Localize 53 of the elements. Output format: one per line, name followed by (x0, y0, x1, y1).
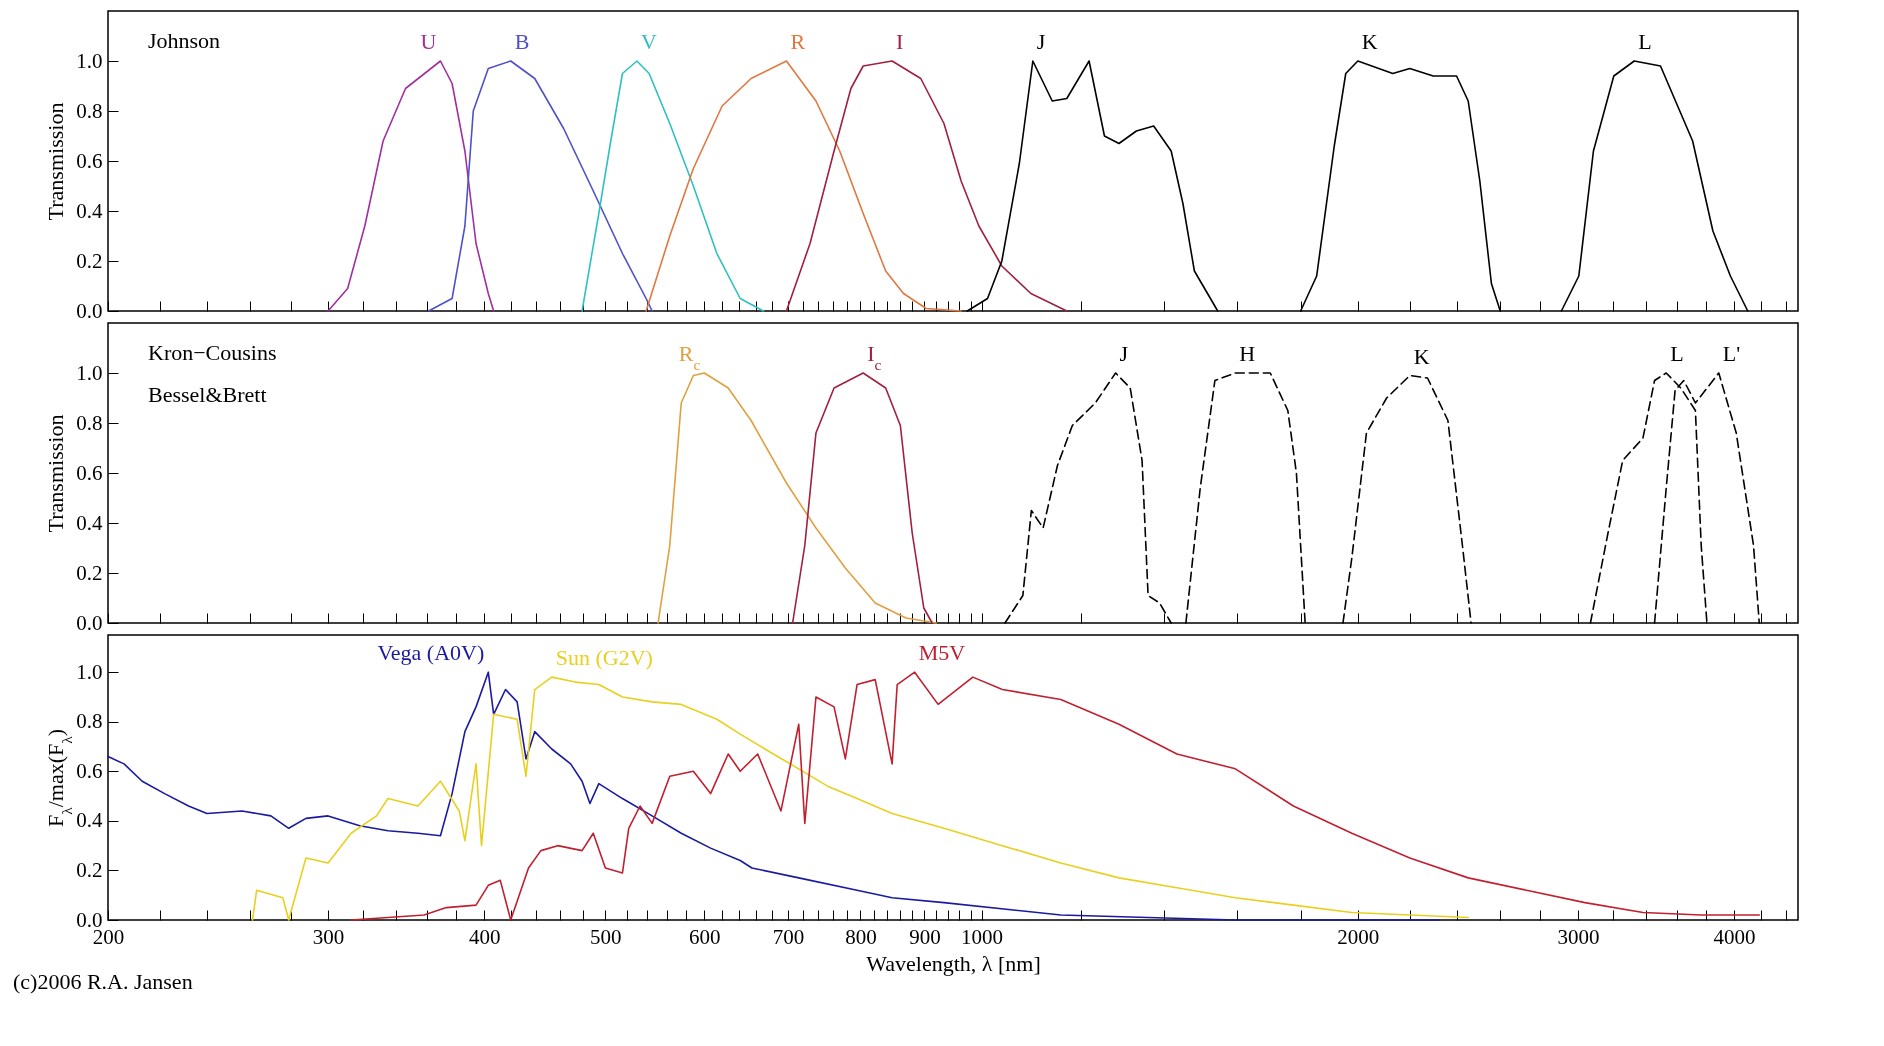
x-tick-label: 3000 (1557, 924, 1600, 949)
x-tick-label: 800 (845, 924, 877, 949)
series-label: R$_{c}$ (678, 341, 701, 373)
series-label: Vega (A0V) (377, 640, 485, 666)
text: (c)2006 R.A. Jansen (13, 969, 193, 994)
annotation: Johnson (148, 28, 221, 53)
x-tick-label: 700 (772, 924, 805, 949)
y-tick-label: 1.0 (76, 360, 103, 385)
y-axis-title: Transmission (43, 102, 69, 221)
y-tick-label: 0.0 (76, 298, 103, 323)
y-tick-label: 0.6 (76, 148, 103, 173)
series-label: I$_{c}$ (867, 341, 882, 373)
y-tick-label: 1.0 (76, 659, 103, 684)
y-tick-label: 0.0 (76, 610, 103, 635)
y-axis-title: Transmission (43, 414, 69, 533)
series-label: R (790, 29, 806, 54)
y-tick-label: 0.2 (76, 857, 103, 882)
series-label: J (1036, 29, 1046, 54)
y-tick-label: 0.4 (76, 808, 103, 833)
annotation: Kron−Cousins (148, 340, 277, 365)
series-label: K (1361, 29, 1378, 54)
y-tick-label: 0.8 (76, 410, 103, 435)
series-label: L' (1722, 341, 1741, 366)
y-tick-label: 0.2 (76, 560, 103, 585)
series-label: L (1638, 29, 1652, 54)
series-label: V (640, 29, 657, 54)
x-tick-label: 600 (689, 924, 721, 949)
y-tick-label: 0.4 (76, 198, 103, 223)
series-label: M5V (918, 640, 966, 666)
x-tick-label: 500 (590, 924, 622, 949)
series-label: J (1119, 341, 1129, 366)
y-tick-label: 0.2 (76, 248, 103, 273)
x-tick-label: 400 (468, 924, 501, 949)
series-label: L (1670, 341, 1684, 366)
series-label: B (514, 29, 530, 54)
annotation: Bessel&Brett (148, 382, 267, 407)
y-tick-label: 0.6 (76, 758, 103, 783)
y-tick-label: 0.8 (76, 709, 103, 734)
x-tick-label: 900 (909, 924, 941, 949)
y-tick-label: 1.0 (76, 48, 103, 73)
x-tick-label: 2000 (1337, 924, 1380, 949)
y-tick-label: 0.6 (76, 460, 103, 485)
x-tick-label: 4000 (1713, 924, 1756, 949)
series-label: U (420, 29, 437, 54)
x-axis-title: Wavelength, λ [nm] (866, 950, 1041, 976)
series-label: H (1239, 341, 1256, 366)
series-label: I (896, 29, 904, 54)
y-tick-label: 0.4 (76, 510, 103, 535)
series-label: K (1413, 343, 1430, 369)
y-tick-label: 0.8 (76, 98, 103, 123)
x-tick-label: 300 (312, 924, 345, 949)
series-label: Sun (G2V) (555, 645, 653, 671)
x-tick-label: 1000 (961, 924, 1004, 949)
